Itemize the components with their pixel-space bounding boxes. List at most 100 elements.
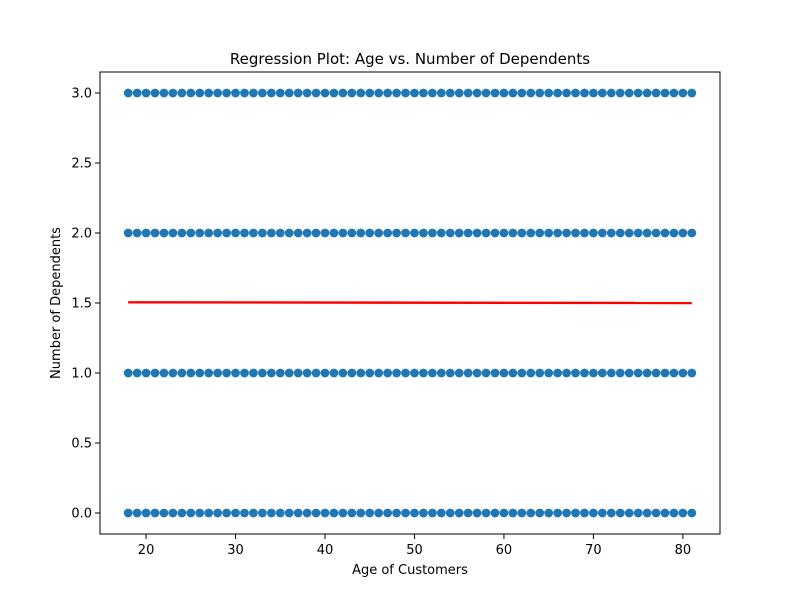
- scatter-point: [427, 88, 437, 98]
- scatter-point: [311, 88, 321, 98]
- scatter-point: [159, 88, 169, 98]
- scatter-point: [633, 88, 643, 98]
- scatter-point: [454, 228, 464, 238]
- scatter-point: [365, 368, 375, 378]
- scatter-point: [374, 368, 384, 378]
- scatter-point: [392, 368, 401, 378]
- scatter-point: [320, 228, 330, 238]
- scatter-point: [302, 88, 312, 98]
- scatter-point: [660, 228, 670, 238]
- scatter-point: [633, 228, 643, 238]
- scatter-point: [240, 228, 249, 238]
- scatter-point: [329, 88, 339, 98]
- scatter-point: [249, 508, 258, 518]
- scatter-point: [517, 508, 527, 518]
- scatter-point: [150, 508, 160, 518]
- scatter-point: [553, 88, 563, 98]
- scatter-point: [186, 508, 196, 518]
- scatter-point: [374, 508, 384, 518]
- scatter-point: [642, 88, 652, 98]
- y-axis-label: Number of Dependents: [49, 227, 64, 379]
- scatter-point: [436, 368, 446, 378]
- scatter-point: [338, 88, 348, 98]
- scatter-point: [392, 88, 401, 98]
- scatter-point: [642, 228, 652, 238]
- scatter-point: [123, 88, 133, 98]
- scatter-point: [687, 228, 697, 238]
- y-tick-label: 2.5: [71, 157, 92, 172]
- scatter-point: [535, 508, 545, 518]
- scatter-point: [553, 368, 563, 378]
- scatter-point: [481, 88, 491, 98]
- scatter-point: [445, 368, 455, 378]
- scatter-point: [508, 88, 518, 98]
- scatter-point: [275, 228, 285, 238]
- scatter-point: [687, 368, 697, 378]
- x-axis-label: Age of Customers: [352, 563, 468, 578]
- scatter-point: [257, 228, 267, 238]
- scatter-point: [669, 228, 679, 238]
- scatter-point: [651, 368, 661, 378]
- scatter-point: [347, 508, 357, 518]
- scatter-point: [624, 368, 634, 378]
- x-tick-label: 50: [406, 543, 423, 558]
- scatter-point: [204, 508, 214, 518]
- scatter-point: [168, 508, 178, 518]
- scatter-point: [168, 368, 178, 378]
- scatter-point: [320, 368, 330, 378]
- scatter-point: [490, 228, 500, 238]
- scatter-point: [553, 508, 563, 518]
- scatter-point: [499, 508, 509, 518]
- scatter-point: [338, 508, 348, 518]
- scatter-point: [177, 88, 187, 98]
- scatter-point: [293, 368, 303, 378]
- scatter-point: [436, 228, 446, 238]
- y-tick-label: 2.0: [71, 227, 92, 242]
- scatter-point: [624, 88, 634, 98]
- scatter-point: [195, 508, 205, 518]
- scatter-point: [624, 228, 634, 238]
- scatter-point: [159, 228, 169, 238]
- scatter-point: [678, 368, 688, 378]
- scatter-point: [347, 88, 357, 98]
- chart-title: Regression Plot: Age vs. Number of Depen…: [230, 50, 590, 68]
- scatter-point: [597, 508, 607, 518]
- scatter-point: [410, 228, 419, 238]
- scatter-point: [508, 228, 518, 238]
- scatter-point: [481, 508, 491, 518]
- scatter-point: [427, 508, 437, 518]
- scatter-point: [338, 228, 348, 238]
- scatter-point: [571, 508, 580, 518]
- scatter-point: [365, 508, 375, 518]
- scatter-point: [544, 88, 554, 98]
- scatter-point: [615, 368, 625, 378]
- scatter-point: [526, 368, 536, 378]
- scatter-point: [580, 508, 589, 518]
- y-tick-label: 1.0: [71, 367, 92, 382]
- scatter-point: [204, 88, 214, 98]
- x-tick-label: 30: [227, 543, 244, 558]
- scatter-point: [490, 508, 500, 518]
- scatter-point: [311, 508, 321, 518]
- scatter-point: [553, 228, 563, 238]
- scatter-point: [240, 508, 249, 518]
- scatter-point: [132, 508, 142, 518]
- scatter-point: [481, 228, 491, 238]
- scatter-point: [293, 228, 303, 238]
- scatter-point: [499, 228, 509, 238]
- scatter-point: [499, 368, 509, 378]
- scatter-point: [597, 368, 607, 378]
- scatter-point: [374, 88, 384, 98]
- scatter-point: [356, 88, 366, 98]
- scatter-point: [436, 508, 446, 518]
- scatter-point: [562, 228, 571, 238]
- scatter-point: [526, 508, 536, 518]
- scatter-point: [401, 368, 410, 378]
- y-tick-label: 1.5: [71, 297, 92, 312]
- scatter-point: [365, 88, 375, 98]
- scatter-point: [213, 508, 223, 518]
- scatter-point: [410, 88, 419, 98]
- scatter-point: [150, 368, 160, 378]
- x-tick-label: 70: [585, 543, 602, 558]
- scatter-point: [642, 508, 652, 518]
